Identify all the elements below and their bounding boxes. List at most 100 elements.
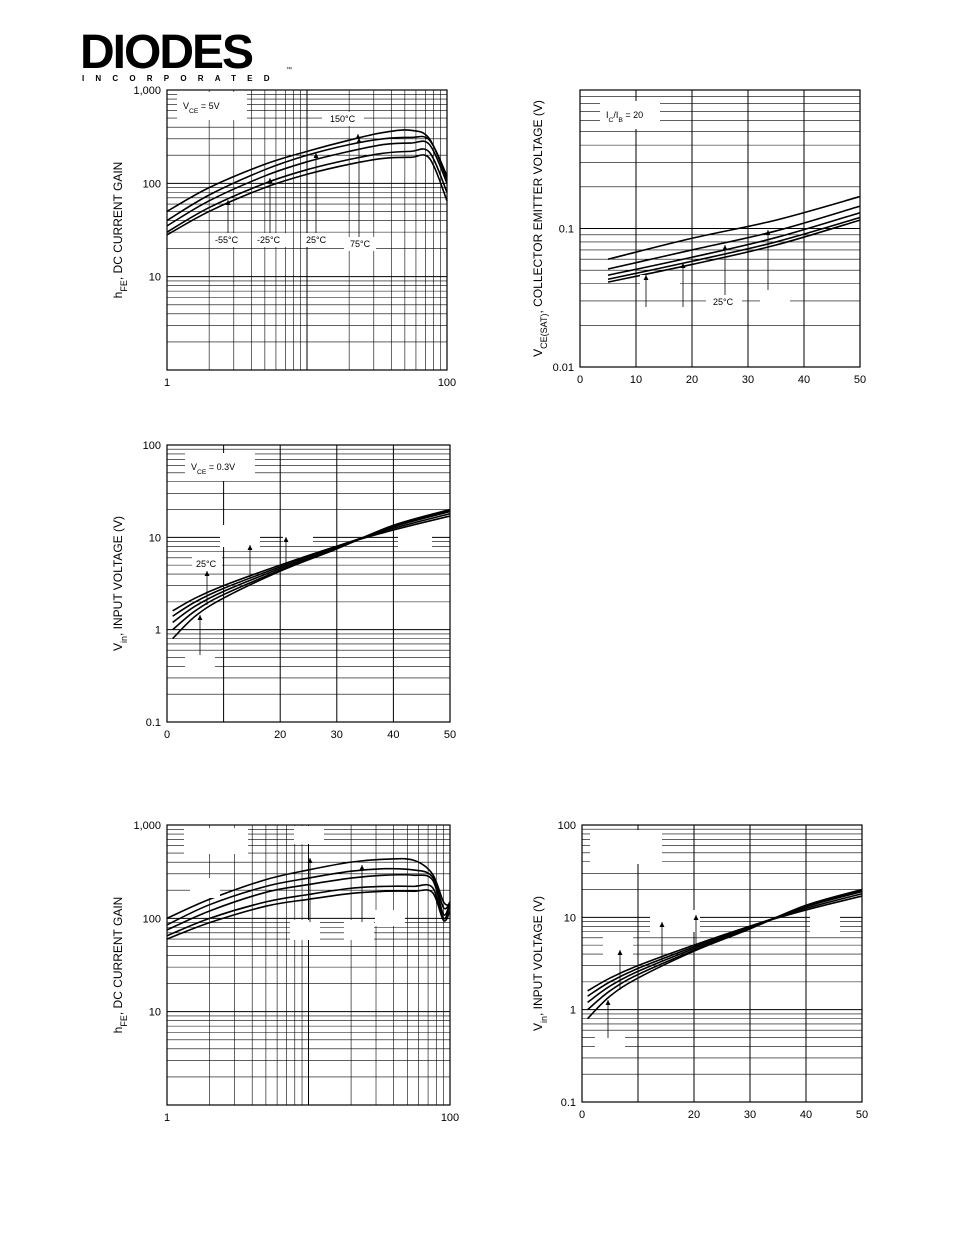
series-line-1 (172, 515, 451, 612)
series-line-4 (166, 883, 451, 937)
label-pointer-arrow (355, 134, 361, 139)
grid (581, 824, 863, 1103)
label-box (210, 233, 248, 247)
chart-vin-vs-ic-vce03: 25°C VCE = 0.3V 100 10 1 0.10 20 30 40 50 Vin, INP… (111, 440, 456, 741)
pointer-arrow (197, 615, 203, 620)
x-tick-label: 1 (164, 377, 170, 389)
label-mask (603, 935, 633, 955)
label-box (302, 233, 332, 247)
condition-box (185, 453, 255, 481)
x-tick-label: 100 (441, 1112, 459, 1124)
label-mask (283, 522, 313, 544)
condition-box (600, 101, 660, 129)
x-tick-label: 1 (164, 1112, 170, 1124)
plot-frame (579, 89, 861, 368)
series-line-5 (166, 889, 451, 940)
y-axis-label: VCE(SAT), COLLECTOR EMITTER VOLTAGE (V) (531, 100, 549, 357)
y-axis-label: Vin, INPUT VOLTAGE (V) (531, 896, 549, 1031)
series-line-3 (607, 211, 861, 276)
y-tick-label: 10 (149, 272, 161, 284)
x-tick-label: 20 (274, 729, 286, 741)
logo-subtitle: INCORPORATED (82, 74, 281, 83)
series-line-5 (607, 219, 861, 283)
y-axis-label: hFE, DC CURRENT GAIN (111, 162, 129, 299)
y-tick-label: 0.1 (146, 717, 161, 729)
label-box (192, 557, 222, 571)
plot-frame (581, 824, 863, 1103)
chart-hfe-vs-ic-vce5: 150°C -55°C -25°C 25°C 75°C VCE = 5V 1,000 100 1… (111, 85, 456, 389)
series-line-5 (166, 154, 448, 236)
y-tick-label: 100 (143, 178, 161, 190)
label-pointer-arrow (313, 153, 319, 158)
y-tick-label: 100 (143, 440, 161, 452)
series-line-2 (166, 135, 448, 222)
x-tick-label: 20 (686, 374, 698, 386)
label-mask (294, 826, 324, 844)
test-condition-label: VCE = 5V (183, 101, 220, 115)
grid (166, 444, 451, 723)
label-mask (344, 920, 374, 940)
chart-vcesat-vs-ic: 25°C IC/IB = 20 0.1 0.010 10 20 30 40 50 VCE(SAT)… (531, 89, 866, 386)
x-tick-label: 0 (579, 1109, 585, 1121)
x-tick-label: 20 (688, 1109, 700, 1121)
label-box (252, 233, 288, 247)
series-line-2 (607, 205, 861, 270)
y-tick-label: 100 (143, 913, 161, 925)
series-label: 25°C (713, 297, 734, 307)
condition-box (177, 92, 247, 120)
label-mask (810, 915, 840, 933)
pointer-arrow (359, 865, 365, 870)
label-pointer-arrow (225, 200, 231, 205)
pointer-arrow (643, 275, 649, 280)
plot-frame (166, 824, 451, 1106)
pointer-arrow (617, 950, 623, 955)
label-mask (185, 652, 215, 670)
series-line-4 (166, 148, 448, 233)
pointer-arrow (722, 245, 728, 250)
label-mask (640, 275, 680, 297)
test-condition-label: VCE = 0.3V (191, 462, 235, 476)
pointer-arrow (693, 915, 699, 920)
label-pointer-arrow (765, 230, 771, 235)
pointer-arrow (247, 545, 253, 550)
series-line-3 (166, 873, 451, 931)
plot-frame (166, 444, 451, 723)
label-mask (290, 920, 320, 940)
series-line-4 (172, 509, 451, 631)
series-line-2 (587, 892, 863, 997)
series-label: -55°C (215, 235, 239, 245)
y-tick-label: 10 (149, 532, 161, 544)
x-tick-label: 40 (798, 374, 810, 386)
x-tick-label: 30 (331, 729, 343, 741)
x-tick-label: 50 (856, 1109, 868, 1121)
grid (579, 89, 861, 368)
pointer-arrow (605, 1000, 611, 1005)
y-tick-label: 10 (149, 1007, 161, 1019)
x-tick-label: 30 (742, 374, 754, 386)
series-line-2 (166, 867, 451, 926)
x-tick-label: 0 (577, 374, 583, 386)
series-line-4 (607, 216, 861, 281)
label-mask (184, 828, 248, 854)
x-tick-label: 40 (800, 1109, 812, 1121)
series-line-3 (166, 140, 448, 227)
x-tick-label: 50 (444, 729, 456, 741)
y-tick-label: 1 (155, 625, 161, 637)
series-line-2 (172, 512, 451, 617)
x-tick-label: 100 (438, 377, 456, 389)
y-tick-label: 0.1 (561, 1097, 576, 1109)
label-pointer-arrow (204, 571, 210, 576)
series-group (587, 888, 863, 1020)
chart-hfe-vs-ic-2: 1,000 100 10 1 100 hFE, DC CURRENT GAIN (111, 820, 459, 1124)
grid (166, 824, 451, 1106)
label-mask (398, 530, 432, 550)
label-pointer-arrow (267, 178, 273, 183)
series-line-1 (166, 129, 448, 213)
series-line-1 (166, 857, 451, 920)
y-tick-label: 10 (564, 912, 576, 924)
pointer-arrow (307, 858, 313, 863)
label-box (322, 112, 364, 126)
label-mask (375, 910, 405, 926)
series-label: 150°C (330, 114, 356, 124)
x-tick-label: 50 (854, 374, 866, 386)
